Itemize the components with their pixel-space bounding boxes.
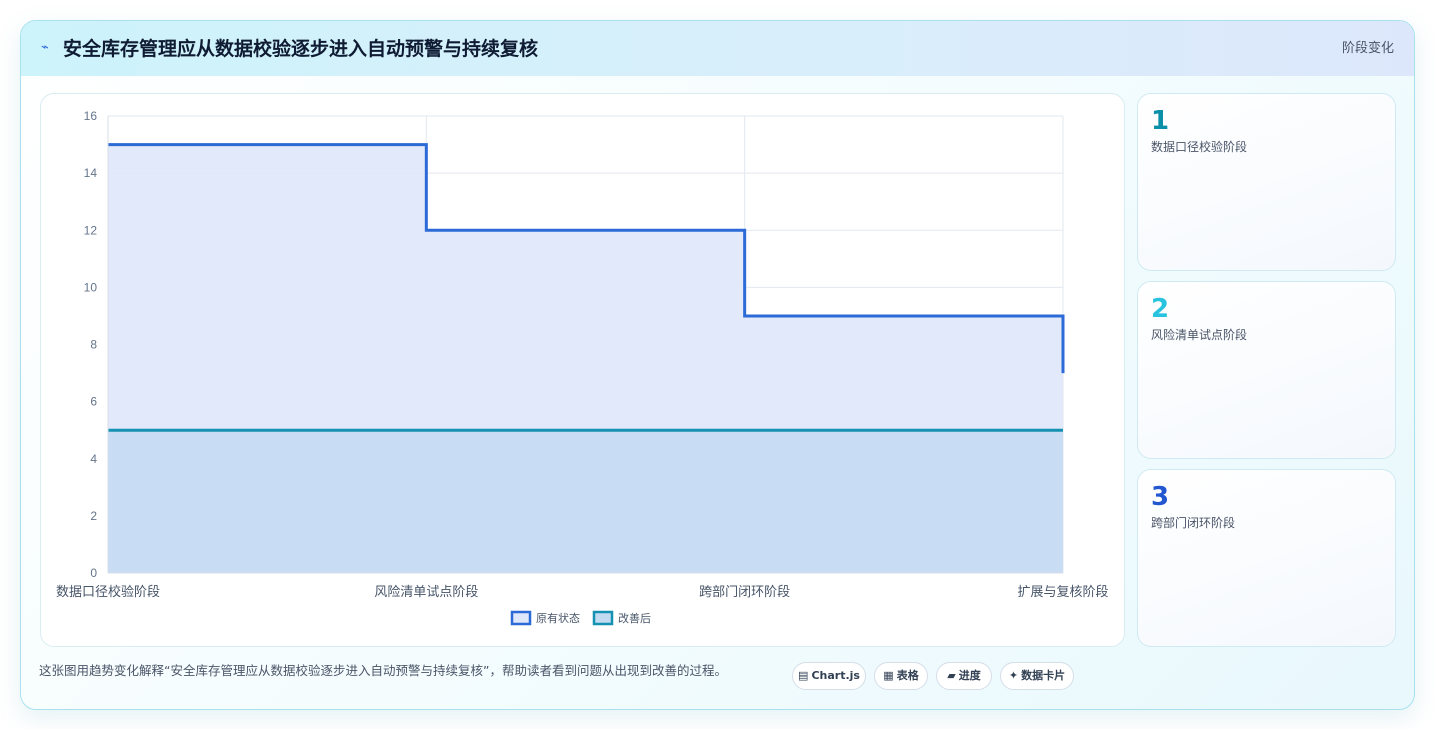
legend-label: 原有状态 [536,611,580,625]
stage-card-1: 1 数据口径校验阶段 [1137,93,1396,271]
main-card: ⌁ 安全库存管理应从数据校验逐步进入自动预警与持续复核 阶段变化 0 2 4 6 8 10… [20,20,1415,710]
y-tick-label: 6 [90,395,97,409]
x-tick-label: 数据口径校验阶段 [56,584,160,600]
sparkle-icon: ✦ [1008,669,1019,682]
card-header: ⌁ 安全库存管理应从数据校验逐步进入自动预警与持续复核 阶段变化 [21,21,1414,76]
y-tick-label: 12 [84,223,98,237]
page-title: 安全库存管理应从数据校验逐步进入自动预警与持续复核 [63,38,539,60]
stage-name: 风险清单试点阶段 [1151,328,1248,342]
x-tick-label: 风险清单试点阶段 [374,585,478,600]
stage-number: 1 [1151,106,1170,136]
chart-icon: ▤ [798,669,809,682]
stage-number: 2 [1151,294,1170,324]
pill-label: 表格 [896,669,919,682]
y-tick-label: 10 [84,280,98,294]
chartjs-pill[interactable]: ▤ Chart.js [792,662,866,690]
y-tick-label: 4 [90,452,97,466]
stage-name: 跨部门闭环阶段 [1151,516,1236,530]
stage-number: 3 [1151,482,1170,512]
y-tick-label: 16 [84,109,98,123]
stage-card-3: 3 跨部门闭环阶段 [1137,469,1396,647]
stage-card-2: 2 风险清单试点阶段 [1137,281,1396,459]
table-icon: ▦ [883,669,894,682]
pill-label: 进度 [958,669,981,682]
data-card-pill[interactable]: ✦ 数据卡片 [1000,662,1074,690]
y-tick-label: 0 [90,566,97,580]
chart-description: 这张图用趋势变化解释“安全库存管理应从数据校验逐步进入自动预警与持续复核”，帮助… [39,663,727,678]
step-line-chart: 0 2 4 6 8 10 12 14 16 数据口径校验阶段 风险清单试点阶段 跨部门闭环阶段 扩展与复… [56,109,1109,626]
x-tick-label: 跨部门闭环阶段 [699,585,790,600]
y-tick-label: 14 [84,166,98,180]
progress-icon: ▰ [947,669,956,682]
series-area [108,430,1063,573]
y-tick-label: 2 [90,509,97,523]
legend-label: 改善后 [618,611,651,625]
series-line [108,143,1065,374]
pill-label: Chart.js [811,669,860,682]
legend-swatch [592,610,614,626]
legend-swatch [510,610,532,626]
progress-pill[interactable]: ▰ 进度 [936,662,992,690]
pill-label: 数据卡片 [1021,669,1066,682]
chart-panel: 0 2 4 6 8 10 12 14 16 数据口径校验阶段 风险清单试点阶段 跨部门闭环阶段 扩展与复… [40,93,1125,647]
trend-icon: ⌁ [41,40,49,55]
y-tick-label: 8 [90,338,97,352]
table-pill[interactable]: ▦ 表格 [874,662,928,690]
x-tick-label: 扩展与复核阶段 [1017,585,1108,600]
header-tag: 阶段变化 [1341,41,1394,56]
stage-name: 数据口径校验阶段 [1151,140,1248,154]
